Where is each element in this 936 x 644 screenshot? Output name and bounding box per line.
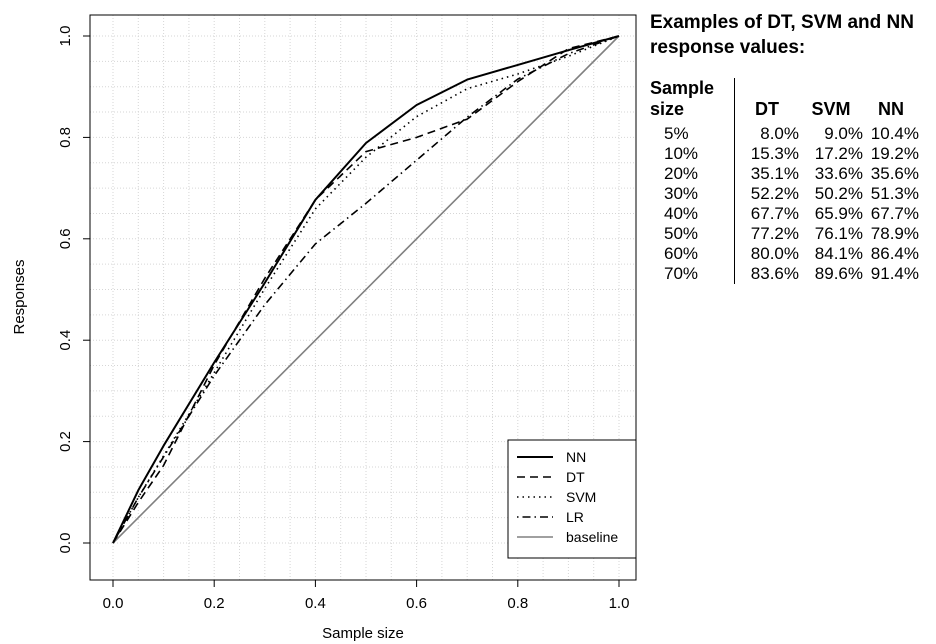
legend-label-dt: DT [566, 469, 585, 485]
cell-svm: 33.6% [814, 164, 863, 183]
cell-dt: 67.7% [734, 204, 799, 224]
table-row: 5% 8.0% 9.0% 10.4% [650, 124, 919, 144]
series-line-lr [112, 35, 620, 544]
cell-dt: 8.0% [734, 124, 799, 144]
table-row: 70% 83.6% 89.6% 91.4% [650, 264, 919, 284]
cell-svm: 84.1% [814, 244, 863, 263]
legend-label-baseline: baseline [566, 529, 618, 545]
cell-size: 60% [664, 244, 699, 263]
x-axis: 0.0 0.2 0.4 0.6 0.8 1.0 [103, 580, 630, 612]
cell-svm: 89.6% [814, 264, 863, 283]
x-tick-label: 0.6 [406, 595, 427, 612]
cell-nn: 35.6% [870, 164, 919, 183]
cell-nn: 19.2% [870, 144, 919, 163]
cell-nn: 10.4% [870, 124, 919, 143]
table-row: 50% 77.2% 76.1% 78.9% [650, 224, 919, 244]
cell-nn: 78.9% [870, 224, 919, 243]
response-table: Sample size DT SVM NN 5% 8.0% 9.0% 10.4%… [650, 78, 920, 284]
y-tick-label: 0.6 [57, 228, 74, 249]
cell-svm: 17.2% [814, 144, 863, 163]
table-row: 40% 67.7% 65.9% 67.7% [650, 204, 919, 224]
cell-nn: 91.4% [870, 264, 919, 283]
cell-dt: 80.0% [734, 244, 799, 264]
series-line-baseline [112, 35, 620, 544]
table-row: 60% 80.0% 84.1% 86.4% [650, 244, 919, 264]
cell-svm: 9.0% [824, 124, 863, 143]
x-tick-label: 0.8 [507, 595, 528, 612]
x-axis-label: Sample size [322, 625, 404, 642]
cell-nn: 51.3% [870, 184, 919, 203]
header-sample-size: Sample size [650, 78, 715, 119]
cell-size: 5% [664, 124, 689, 143]
legend-label-nn: NN [566, 449, 586, 465]
cell-size: 10% [664, 144, 699, 163]
legend-label-svm: SVM [566, 489, 596, 505]
response-chart: 0.0 0.2 0.4 0.6 0.8 1.0 0.0 0.2 0.4 0.6 0.8 1.0 Sa… [11, 14, 637, 642]
legend-box [507, 439, 637, 559]
cell-size: 40% [664, 204, 699, 223]
cell-nn: 67.7% [870, 204, 919, 223]
cell-dt: 35.1% [734, 164, 799, 184]
cell-svm: 65.9% [814, 204, 863, 223]
y-tick-label: 0.8 [57, 127, 74, 148]
response-values-panel: Examples of DT, SVM and NN response valu… [650, 10, 932, 284]
header-dt: DT [734, 78, 799, 124]
y-axis-label: Responses [11, 259, 28, 334]
y-tick-label: 0.2 [57, 431, 74, 452]
header-nn: NN [878, 99, 904, 119]
cell-dt: 15.3% [734, 144, 799, 164]
x-tick-label: 0.2 [204, 595, 225, 612]
x-tick-label: 0.0 [103, 595, 124, 612]
x-tick-label: 0.4 [305, 595, 326, 612]
cell-size: 70% [664, 264, 699, 283]
cell-dt: 83.6% [734, 264, 799, 284]
y-tick-label: 0.4 [57, 330, 74, 351]
series-line-dt [112, 35, 620, 544]
y-axis: 0.0 0.2 0.4 0.6 0.8 1.0 [57, 26, 90, 554]
legend: NN DT SVM LR baseline [507, 439, 637, 559]
table-row: 30% 52.2% 50.2% 51.3% [650, 184, 919, 204]
cell-size: 50% [664, 224, 699, 243]
table-row: 20% 35.1% 33.6% 35.6% [650, 164, 919, 184]
table-row: 10% 15.3% 17.2% 19.2% [650, 144, 919, 164]
series-layer [112, 35, 620, 544]
cell-size: 20% [664, 164, 699, 183]
cell-size: 30% [664, 184, 699, 203]
y-tick-label: 1.0 [57, 26, 74, 47]
legend-label-lr: LR [566, 509, 584, 525]
grid [90, 15, 636, 580]
cell-dt: 52.2% [734, 184, 799, 204]
plot-frame [89, 14, 637, 581]
cell-svm: 76.1% [814, 224, 863, 243]
table-header-row: Sample size DT SVM NN [650, 78, 919, 124]
x-tick-label: 1.0 [609, 595, 630, 612]
cell-svm: 50.2% [814, 184, 863, 203]
header-svm: SVM [811, 99, 851, 119]
cell-nn: 86.4% [870, 244, 919, 263]
series-line-nn [112, 35, 620, 544]
y-tick-label: 0.0 [57, 533, 74, 554]
panel-title: Examples of DT, SVM and NN response valu… [650, 12, 914, 58]
cell-dt: 77.2% [734, 224, 799, 244]
